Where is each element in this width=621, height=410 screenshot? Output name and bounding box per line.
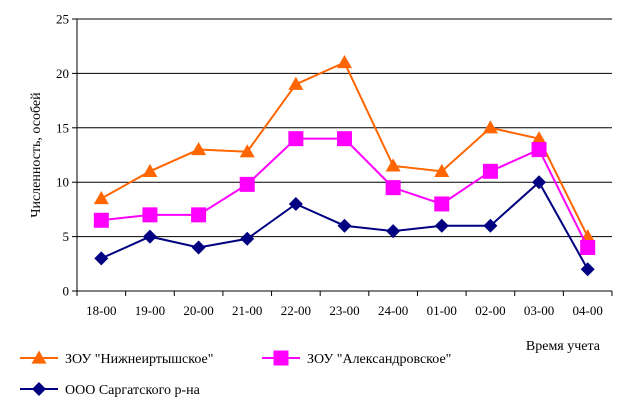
series-2 [93, 131, 596, 255]
legend-marker [31, 350, 47, 364]
data-point [142, 229, 157, 244]
y-tick-label: 10 [56, 175, 69, 190]
legend-item-2: ЗОУ "Александровское" [262, 350, 451, 367]
x-tick-label: 22-00 [281, 303, 311, 318]
y-tick-label: 20 [56, 66, 69, 81]
x-tick-label: 20-00 [183, 303, 213, 318]
data-point [94, 251, 109, 266]
y-tick-labels: 0 5 10 15 20 25 [56, 12, 69, 299]
x-tick-label: 18-00 [86, 303, 116, 318]
y-tick-label: 0 [63, 284, 70, 299]
data-point [580, 239, 596, 255]
series-group [93, 55, 596, 277]
legend-item-3: ООО Саргатского р-на [20, 382, 201, 398]
data-point [93, 191, 109, 205]
x-tick-labels: 18-00 19-00 20-00 21-00 22-00 23-00 24-00 01-00… [86, 303, 603, 318]
data-point [482, 120, 498, 134]
y-axis-label: Численность, особей [29, 92, 44, 218]
data-point [191, 207, 207, 223]
data-point [385, 158, 401, 172]
data-point [239, 144, 255, 158]
x-axis-label: Время учета [526, 339, 601, 354]
legend: ЗОУ "Нижнеиртышское" ЗОУ "Александровское… [20, 350, 451, 398]
legend-marker [32, 382, 46, 396]
axes [72, 18, 613, 296]
x-tick-label: 24-00 [378, 303, 408, 318]
x-tick-label: 03-00 [524, 303, 554, 318]
data-point [337, 55, 352, 69]
data-point [434, 218, 449, 233]
data-point [482, 163, 498, 179]
data-point [434, 163, 450, 177]
data-point [580, 262, 595, 277]
data-point [531, 142, 547, 158]
data-point [532, 175, 547, 190]
data-point [337, 131, 352, 147]
x-tick-label: 21-00 [232, 303, 262, 318]
data-point [531, 131, 547, 145]
x-tick-label: 01-00 [427, 303, 457, 318]
legend-label: ЗОУ "Нижнеиртышское" [65, 352, 213, 367]
data-point [288, 196, 303, 211]
data-point [288, 131, 304, 147]
data-point [337, 218, 352, 233]
gridlines [77, 18, 612, 238]
data-point [93, 212, 109, 228]
data-point [483, 218, 498, 233]
data-point [288, 76, 304, 90]
y-tick-label: 15 [56, 120, 69, 135]
data-point [191, 240, 206, 255]
data-point [142, 207, 158, 223]
data-point [385, 180, 401, 196]
legend-item-1: ЗОУ "Нижнеиртышское" [20, 350, 213, 367]
x-tick-label: 02-00 [475, 303, 505, 318]
series-line [100, 61, 589, 238]
legend-marker [273, 350, 289, 366]
data-point [240, 231, 255, 246]
data-point [386, 224, 401, 239]
series-1 [93, 55, 596, 243]
series-3 [94, 175, 595, 277]
legend-label: ООО Саргатского р-на [65, 383, 201, 398]
data-point [191, 142, 207, 156]
x-tick-label: 04-00 [573, 303, 603, 318]
y-tick-label: 25 [56, 12, 69, 27]
data-point [239, 176, 255, 192]
data-point [142, 163, 158, 177]
y-tick-label: 5 [63, 229, 70, 244]
x-tick-label: 23-00 [329, 303, 359, 318]
data-point [434, 196, 450, 212]
x-tick-label: 19-00 [135, 303, 165, 318]
legend-label: ЗОУ "Александровское" [307, 352, 451, 367]
